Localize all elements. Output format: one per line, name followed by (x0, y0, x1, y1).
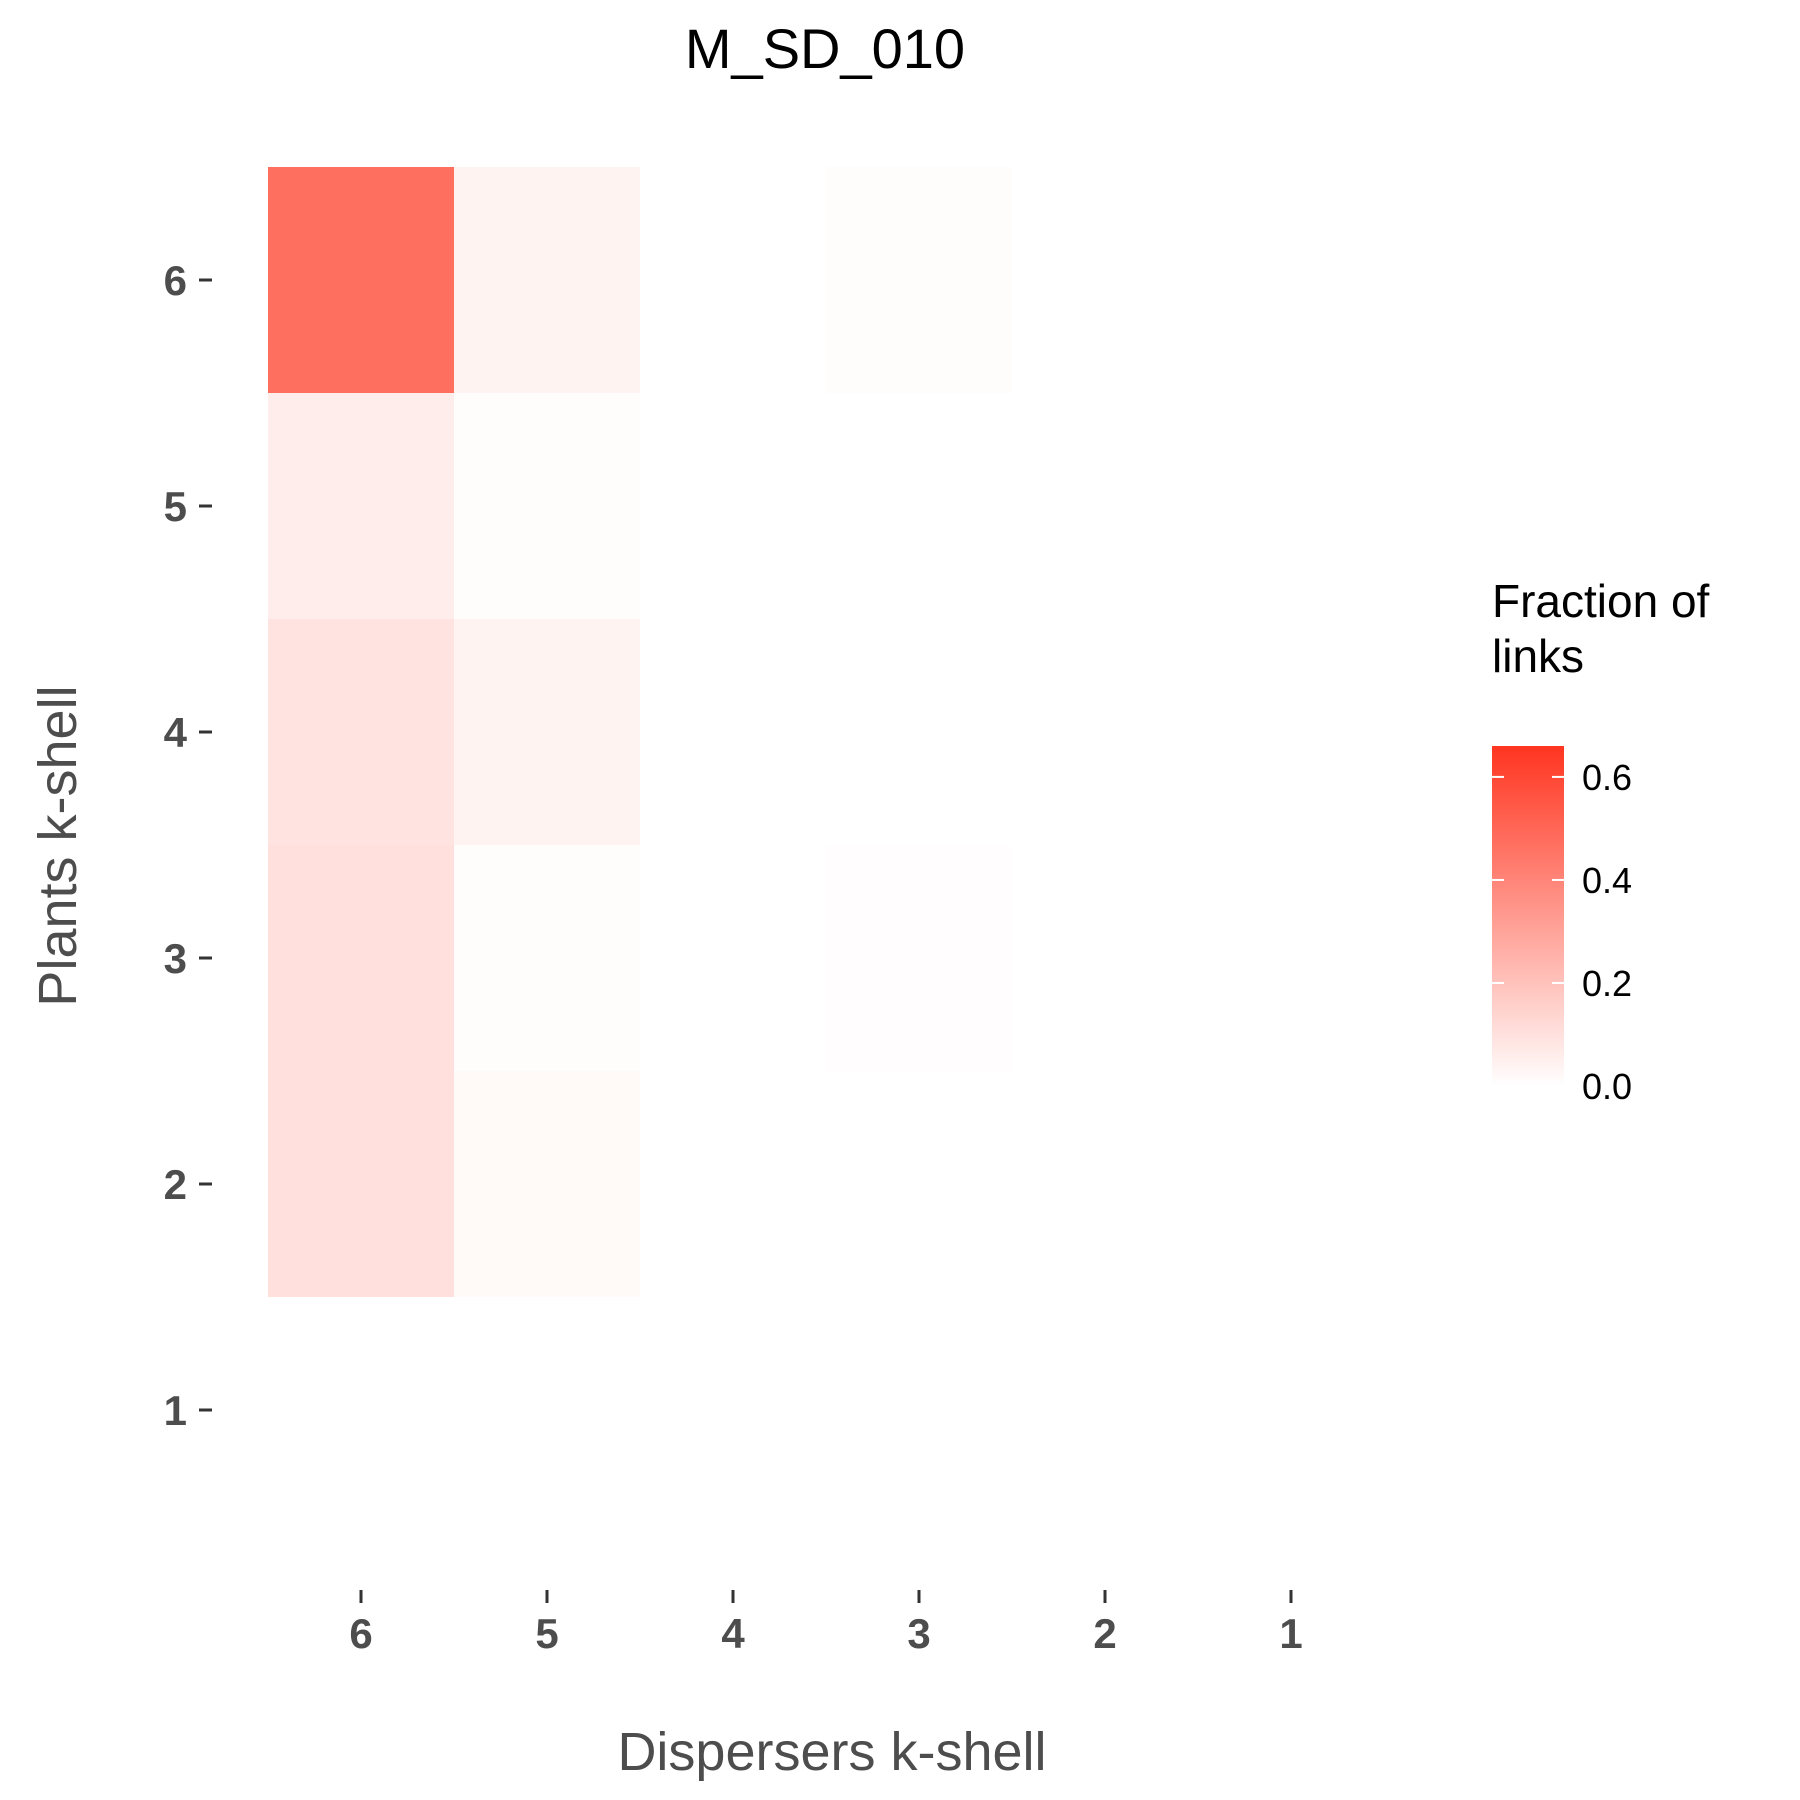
heatmap-cell (454, 845, 640, 1071)
heatmap-cell (454, 1071, 640, 1297)
x-tick-label: 6 (349, 1610, 372, 1657)
y-tick-label: 6 (164, 257, 187, 304)
legend-title-line-2: links (1492, 630, 1584, 682)
heatmap-cell (826, 845, 1012, 1071)
heatmap-cell (268, 393, 454, 619)
legend-tick-label: 0.2 (1582, 963, 1632, 1004)
heatmap-cell (268, 1071, 454, 1297)
x-tick-label: 5 (535, 1610, 558, 1657)
x-tick-label: 1 (1279, 1610, 1302, 1657)
y-tick-label: 5 (164, 483, 187, 530)
x-axis: 6 5 4 3 2 1 (349, 1590, 1303, 1657)
color-legend: Fraction of links 0.0 0.2 0.4 0.6 (1492, 575, 1722, 1107)
x-tick-label: 2 (1093, 1610, 1116, 1657)
y-tick-label: 2 (164, 1161, 187, 1208)
y-axis: 6 5 4 3 2 1 (164, 257, 212, 1434)
heatmap-cells (268, 167, 1012, 1297)
heatmap-cell (826, 167, 1012, 393)
y-tick-label: 1 (164, 1387, 187, 1434)
y-axis-label: Plants k-shell (28, 685, 88, 1006)
x-tick-label: 3 (907, 1610, 930, 1657)
heatmap-cell (454, 167, 640, 393)
legend-title: Fraction of links (1492, 575, 1722, 682)
y-tick-label: 3 (164, 935, 187, 982)
heatmap-cell (268, 167, 454, 393)
legend-tick-label: 0.4 (1582, 860, 1632, 901)
y-tick-label: 4 (164, 709, 188, 756)
legend-title-line-1: Fraction of (1492, 575, 1710, 627)
legend-tick-label: 0.6 (1582, 757, 1632, 798)
heatmap-cell (454, 619, 640, 845)
x-axis-label: Dispersers k-shell (617, 1722, 1046, 1782)
heatmap-cell (268, 619, 454, 845)
legend-tick-label: 0.0 (1582, 1066, 1632, 1107)
heatmap-cell (268, 845, 454, 1071)
chart-title: M_SD_010 (685, 17, 965, 80)
legend-ticks: 0.0 0.2 0.4 0.6 (1492, 757, 1632, 1107)
legend-colorbar (1492, 746, 1564, 1086)
x-tick-label: 4 (721, 1610, 745, 1657)
heatmap-cell (454, 393, 640, 619)
